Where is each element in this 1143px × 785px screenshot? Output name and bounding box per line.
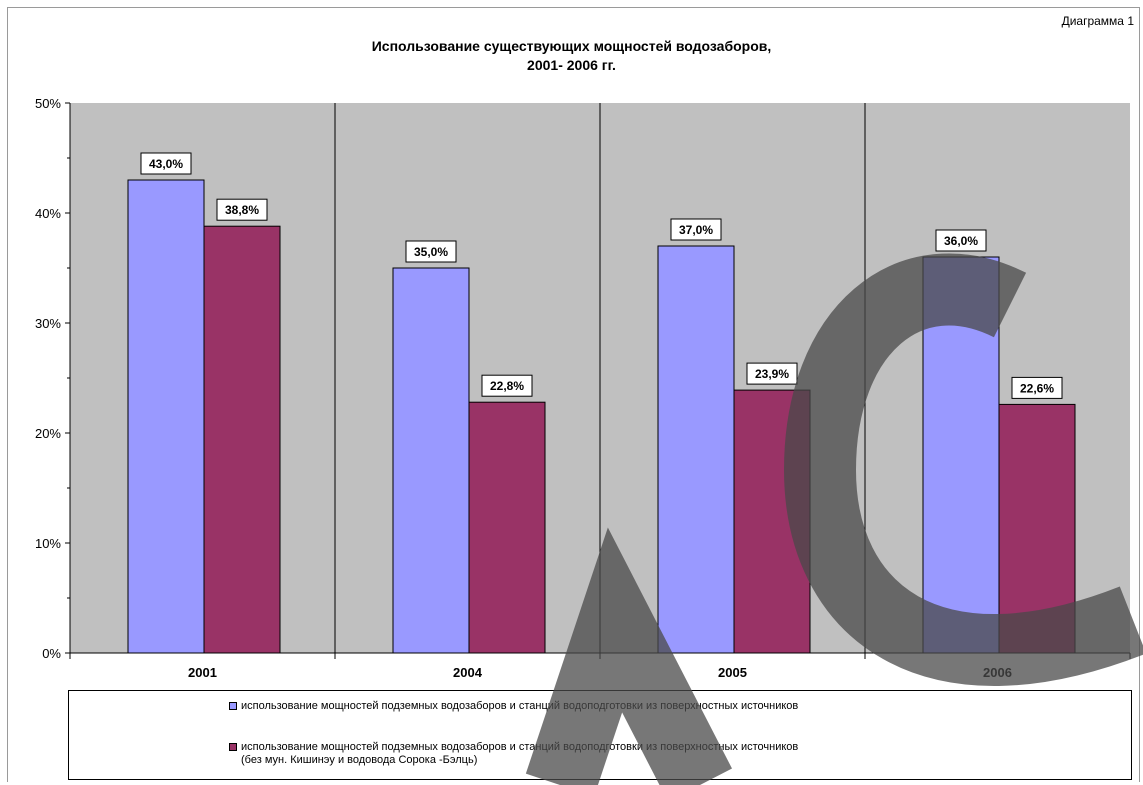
bar-series-2 [733, 389, 811, 654]
data-label-box [481, 374, 533, 397]
y-tick-label: 20% [35, 426, 61, 441]
legend-item-series-2: использование мощностей подземных водоза… [229, 741, 798, 767]
y-tick-label: 40% [35, 206, 61, 221]
data-label: 22,6% [1020, 381, 1054, 395]
legend-label-series-2: использование мощностей подземных водоза… [241, 741, 799, 753]
data-label-box [405, 240, 457, 263]
data-label-box [670, 218, 722, 241]
bar-series-1 [657, 245, 735, 654]
data-label: 38,8% [225, 203, 259, 217]
category-label: 2004 [453, 665, 483, 680]
chart-title-line-2: 2001- 2006 гг. [527, 57, 616, 73]
y-tick-label: 10% [35, 536, 61, 551]
legend-label-series-2-line-2: (без мун. Кишинэу и водовода Сорока -Бэл… [241, 754, 478, 766]
bar-series-2 [203, 225, 281, 654]
legend-item-series-1: использование мощностей подземных водоза… [229, 700, 798, 713]
legend: использование мощностей подземных водоза… [68, 690, 1132, 780]
data-label: 35,0% [414, 245, 448, 259]
data-label-box [140, 152, 192, 175]
bar-series-2 [468, 401, 546, 654]
data-label: 23,9% [755, 367, 789, 381]
chart-title: Использование существующих мощностей вод… [0, 37, 1143, 75]
chart-title-line-1: Использование существующих мощностей вод… [371, 38, 772, 54]
y-tick-label: 50% [35, 96, 61, 111]
y-tick-label: 30% [35, 316, 61, 331]
bar-series-1 [127, 179, 205, 654]
category-label: 2001 [188, 665, 217, 680]
data-label: 22,8% [490, 379, 524, 393]
legend-swatch-series-2 [229, 743, 237, 751]
data-label: 37,0% [679, 223, 713, 237]
data-label-box [935, 229, 987, 252]
data-label: 43,0% [149, 157, 183, 171]
y-tick-label: 0% [42, 646, 61, 661]
data-label-box [216, 198, 268, 221]
legend-swatch-series-1 [229, 702, 237, 710]
bar-series-1 [392, 267, 470, 654]
corner-label: Диаграмма 1 [1061, 14, 1134, 28]
category-label: 2006 [983, 665, 1012, 680]
legend-label-series-1: использование мощностей подземных водоза… [241, 700, 799, 712]
bar-series-1 [922, 256, 1000, 654]
bar-series-2 [998, 403, 1076, 654]
category-label: 2005 [718, 665, 747, 680]
data-label: 36,0% [944, 234, 978, 248]
